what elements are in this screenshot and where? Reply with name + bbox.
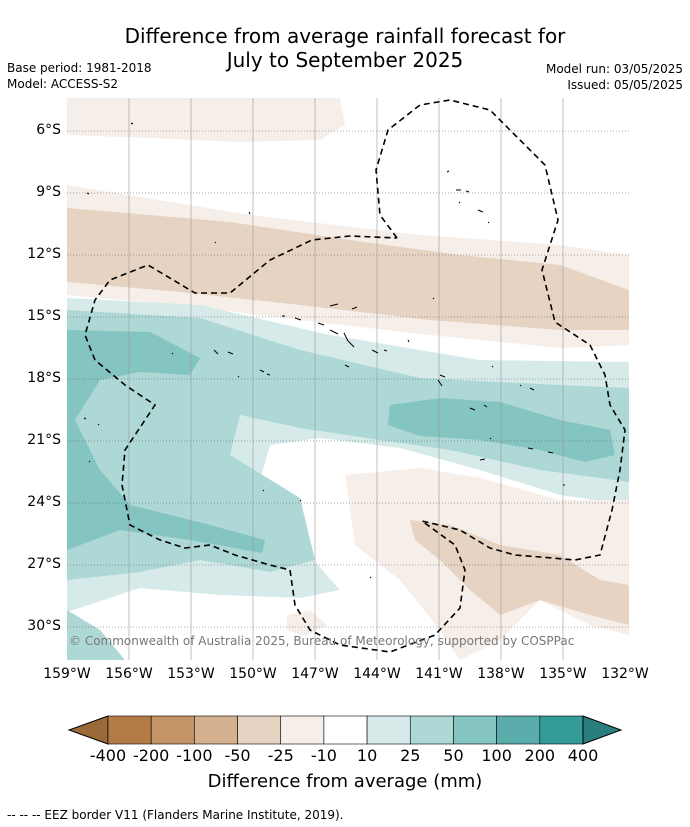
colorbar-swatch — [323, 715, 368, 745]
colorbar-swatch — [453, 715, 497, 745]
colorbar-tick-label: 10 — [356, 746, 378, 765]
colorbar — [67, 715, 623, 745]
lon-tick-label: 147°W — [291, 666, 339, 682]
colorbar-title: Difference from average (mm) — [207, 771, 483, 792]
colorbar-tick-label: 25 — [400, 746, 421, 765]
colorbar-swatch — [280, 715, 325, 745]
lon-tick-label: 132°W — [601, 666, 649, 682]
lat-tick-label: 24°S — [27, 494, 61, 510]
title-line-2: July to September 2025 — [226, 48, 464, 72]
copyright-text: © Commonwealth of Australia 2025, Bureau… — [69, 634, 575, 648]
colorbar-tick-label: -50 — [224, 746, 251, 765]
colorbar-swatch — [409, 715, 454, 745]
latitude-gridlines — [67, 130, 629, 628]
colorbar-swatch — [107, 715, 152, 745]
lon-tick-label: 135°W — [539, 666, 587, 682]
base-period: Base period: 1981-2018 — [7, 61, 152, 75]
dry-zone-medium — [67, 208, 629, 330]
colorbar-tick-label: -10 — [310, 746, 337, 765]
lat-tick-label: 15°S — [27, 308, 61, 324]
lon-tick-label: 141°W — [415, 666, 463, 682]
lat-tick-label: 12°S — [27, 246, 61, 262]
colorbar-swatch — [194, 715, 238, 745]
issued-date: Issued: 05/05/2025 — [567, 78, 683, 92]
longitude-gridlines — [128, 98, 564, 660]
colorbar-tick-label: -25 — [267, 746, 294, 765]
lat-tick-label: 18°S — [27, 370, 61, 386]
colorbar-extend-low — [67, 715, 109, 745]
meta-right: Model run: 03/05/2025 Issued: 05/05/2025 — [546, 61, 683, 93]
wet-zone-strong-east — [388, 398, 615, 462]
wet-zone-strong-west — [67, 330, 265, 553]
wet-zone-southwest — [67, 610, 125, 660]
lon-tick-label: 153°W — [167, 666, 215, 682]
lat-tick-label: 9°S — [36, 184, 61, 200]
colorbar-tick-label: -100 — [176, 746, 213, 765]
colorbar-tick-label: -400 — [89, 746, 127, 765]
colorbar-tick-label: -200 — [133, 746, 170, 765]
lon-tick-label: 156°W — [105, 666, 153, 682]
islands — [83, 122, 565, 579]
map-title: Difference from average rainfall forecas… — [0, 24, 690, 72]
colorbar-swatch — [539, 715, 584, 745]
model-name: Model: ACCESS-S2 — [7, 77, 119, 91]
eez-border — [84, 99, 626, 653]
lon-tick-label: 150°W — [229, 666, 277, 682]
colorbar-tick-label: 400 — [567, 746, 599, 765]
lat-tick-label: 30°S — [27, 618, 61, 634]
dry-zone-small — [287, 610, 327, 636]
lon-tick-label: 144°W — [353, 666, 401, 682]
dry-zone-south-medium — [410, 520, 629, 625]
colorbar-tick-label: 50 — [443, 746, 464, 765]
lon-tick-label: 159°W — [43, 666, 91, 682]
meta-left: Base period: 1981-2018 Model: ACCESS-S2 — [7, 60, 152, 92]
colorbar-tick-label: 100 — [481, 746, 512, 765]
title-line-1: Difference from average rainfall forecas… — [124, 24, 566, 48]
colorbar-swatch — [237, 715, 282, 745]
lon-tick-label: 138°W — [477, 666, 525, 682]
eez-legend-note: -- -- -- EEZ border V11 (Flanders Marine… — [7, 808, 344, 822]
lat-tick-label: 27°S — [27, 556, 61, 572]
dry-zone-north — [67, 98, 345, 142]
lat-tick-label: 21°S — [27, 432, 61, 448]
colorbar-swatch — [150, 715, 195, 745]
colorbar-swatch — [496, 715, 541, 745]
colorbar-swatch — [366, 715, 411, 745]
model-run: Model run: 03/05/2025 — [545, 62, 683, 76]
colorbar-extend-high — [582, 715, 623, 745]
colorbar-tick-label: 200 — [524, 746, 556, 765]
lat-tick-label: 6°S — [36, 122, 61, 138]
wet-zone-medium — [67, 310, 629, 580]
